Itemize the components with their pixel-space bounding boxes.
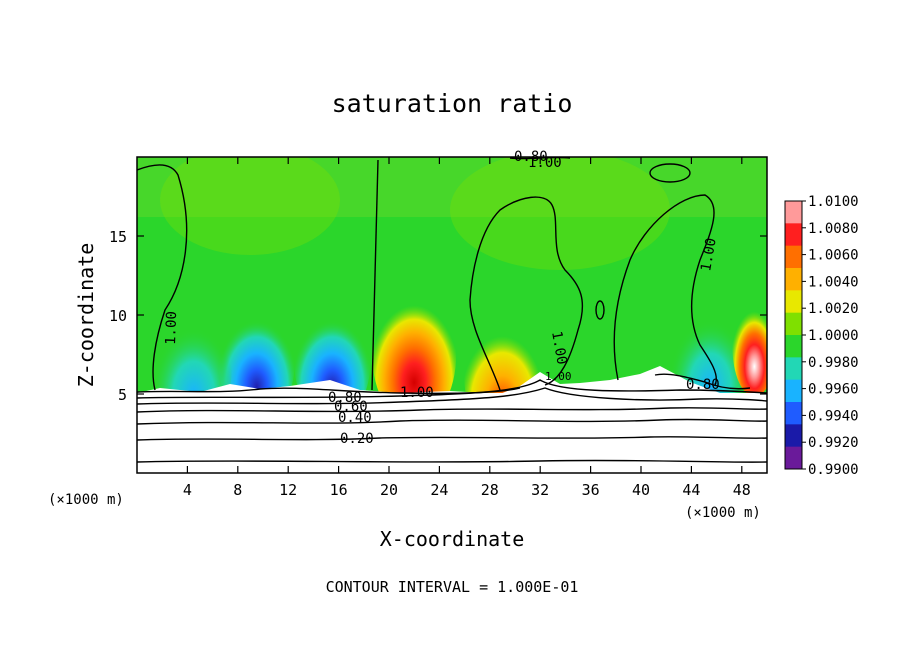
contour-label: 1.00 <box>548 330 570 366</box>
x-tick-label: 32 <box>531 481 549 499</box>
colorbar-label: 1.0060 <box>808 248 859 264</box>
x-axis: 4 8 12 16 20 24 28 32 36 40 44 48 <box>183 157 751 499</box>
x-tick-label: 12 <box>279 481 297 499</box>
colorbar-label: 0.9940 <box>808 408 859 424</box>
colorbar-swatch <box>785 268 802 291</box>
colorbar-label: 0.9960 <box>808 382 859 398</box>
contour-lines <box>137 157 767 463</box>
colorbar-swatch <box>785 357 802 381</box>
colorbar-swatch <box>785 446 802 470</box>
contour-label: 1.00 <box>698 237 720 273</box>
colorbar-swatch <box>785 223 802 247</box>
contour-label: 1.00 <box>400 385 434 401</box>
x-tick-label: 48 <box>733 481 751 499</box>
y-tick-label: 15 <box>109 228 127 246</box>
contour-interval-note: CONTOUR INTERVAL = 1.000E-01 <box>326 578 579 596</box>
colorbar-swatch <box>785 379 802 403</box>
x-tick-label: 28 <box>481 481 499 499</box>
colorbar-swatch <box>785 245 802 269</box>
colorbar-swatch <box>785 402 802 425</box>
colorbar-label: 1.0100 <box>808 194 859 210</box>
contour-labels: 0.80 1.00 1.00 1.00 1.00 1.00 1.00 0.80 … <box>163 149 720 447</box>
x-unit-left: (×1000 m) <box>48 492 124 508</box>
contour-label: 0.60 <box>334 399 368 415</box>
y-tick-label: 5 <box>118 386 127 404</box>
colorbar-label: 0.9920 <box>808 435 859 451</box>
x-tick-label: 24 <box>430 481 448 499</box>
colorbar-swatch <box>785 312 802 336</box>
colorbar-label: 1.0020 <box>808 301 859 317</box>
colorbar-swatch <box>785 424 802 448</box>
contour-label: 1.00 <box>528 155 562 171</box>
colorbar-swatch <box>785 201 802 224</box>
colorbar: 1.0100 1.0080 1.0060 1.0040 1.0020 1.0000 0.99… <box>784 194 859 478</box>
contour-label: 0.80 <box>686 377 720 393</box>
colorbar-swatch <box>785 290 802 314</box>
x-tick-label: 36 <box>582 481 600 499</box>
contour-label: 0.40 <box>338 410 372 426</box>
x-tick-label: 20 <box>380 481 398 499</box>
y-axis-label: Z-coordinate <box>74 243 98 388</box>
field-anomaly <box>372 284 457 425</box>
contour-label: 1.00 <box>163 311 180 345</box>
colorbar-label: 0.9900 <box>808 462 859 478</box>
contour-label: 0.80 <box>328 390 362 406</box>
contour-label: 1.00 <box>545 370 572 383</box>
contour-label: 0.20 <box>340 431 374 447</box>
x-axis-label: X-coordinate <box>380 527 525 551</box>
chart-title: saturation ratio <box>332 89 573 118</box>
y-tick-label: 10 <box>109 307 127 325</box>
x-tick-label: 8 <box>233 481 242 499</box>
colorbar-label: 1.0080 <box>808 221 859 237</box>
field-anomaly <box>732 296 767 397</box>
colorbar-label: 0.9980 <box>808 355 859 371</box>
colorbar-label: 1.0000 <box>808 328 859 344</box>
x-tick-label: 16 <box>330 481 348 499</box>
y-axis: 5 10 15 <box>109 228 767 404</box>
x-tick-label: 40 <box>632 481 650 499</box>
colorbar-swatch <box>785 335 802 358</box>
x-unit-right: (×1000 m) <box>685 505 761 521</box>
x-tick-label: 4 <box>183 481 192 499</box>
plot-field <box>137 157 767 473</box>
x-tick-label: 44 <box>682 481 700 499</box>
colorbar-label: 1.0040 <box>808 274 859 290</box>
